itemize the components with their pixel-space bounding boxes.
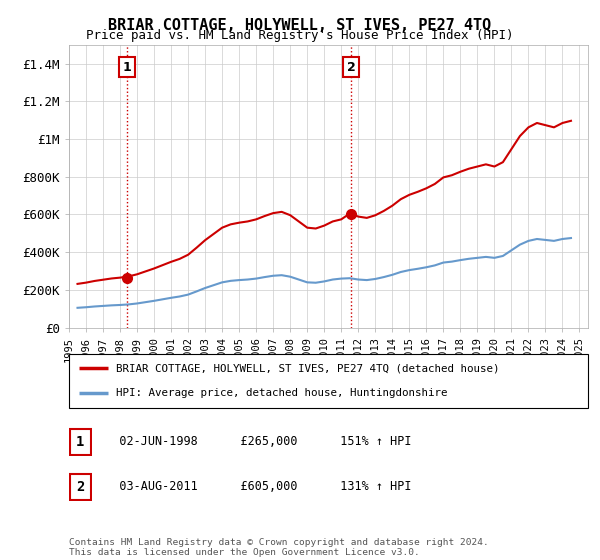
FancyBboxPatch shape <box>69 354 588 408</box>
Text: 2: 2 <box>76 479 85 494</box>
FancyBboxPatch shape <box>70 429 91 455</box>
Text: BRIAR COTTAGE, HOLYWELL, ST IVES, PE27 4TQ: BRIAR COTTAGE, HOLYWELL, ST IVES, PE27 4… <box>109 18 491 33</box>
Text: Price paid vs. HM Land Registry's House Price Index (HPI): Price paid vs. HM Land Registry's House … <box>86 29 514 42</box>
Text: 03-AUG-2011      £605,000      131% ↑ HPI: 03-AUG-2011 £605,000 131% ↑ HPI <box>98 480 412 493</box>
Text: BRIAR COTTAGE, HOLYWELL, ST IVES, PE27 4TQ (detached house): BRIAR COTTAGE, HOLYWELL, ST IVES, PE27 4… <box>116 363 499 374</box>
Text: 1: 1 <box>123 61 131 74</box>
Text: 1: 1 <box>76 435 85 449</box>
Text: HPI: Average price, detached house, Huntingdonshire: HPI: Average price, detached house, Hunt… <box>116 388 447 398</box>
Text: Contains HM Land Registry data © Crown copyright and database right 2024.
This d: Contains HM Land Registry data © Crown c… <box>69 538 489 557</box>
Text: 2: 2 <box>347 61 356 74</box>
FancyBboxPatch shape <box>70 474 91 500</box>
Text: 02-JUN-1998      £265,000      151% ↑ HPI: 02-JUN-1998 £265,000 151% ↑ HPI <box>98 435 412 449</box>
